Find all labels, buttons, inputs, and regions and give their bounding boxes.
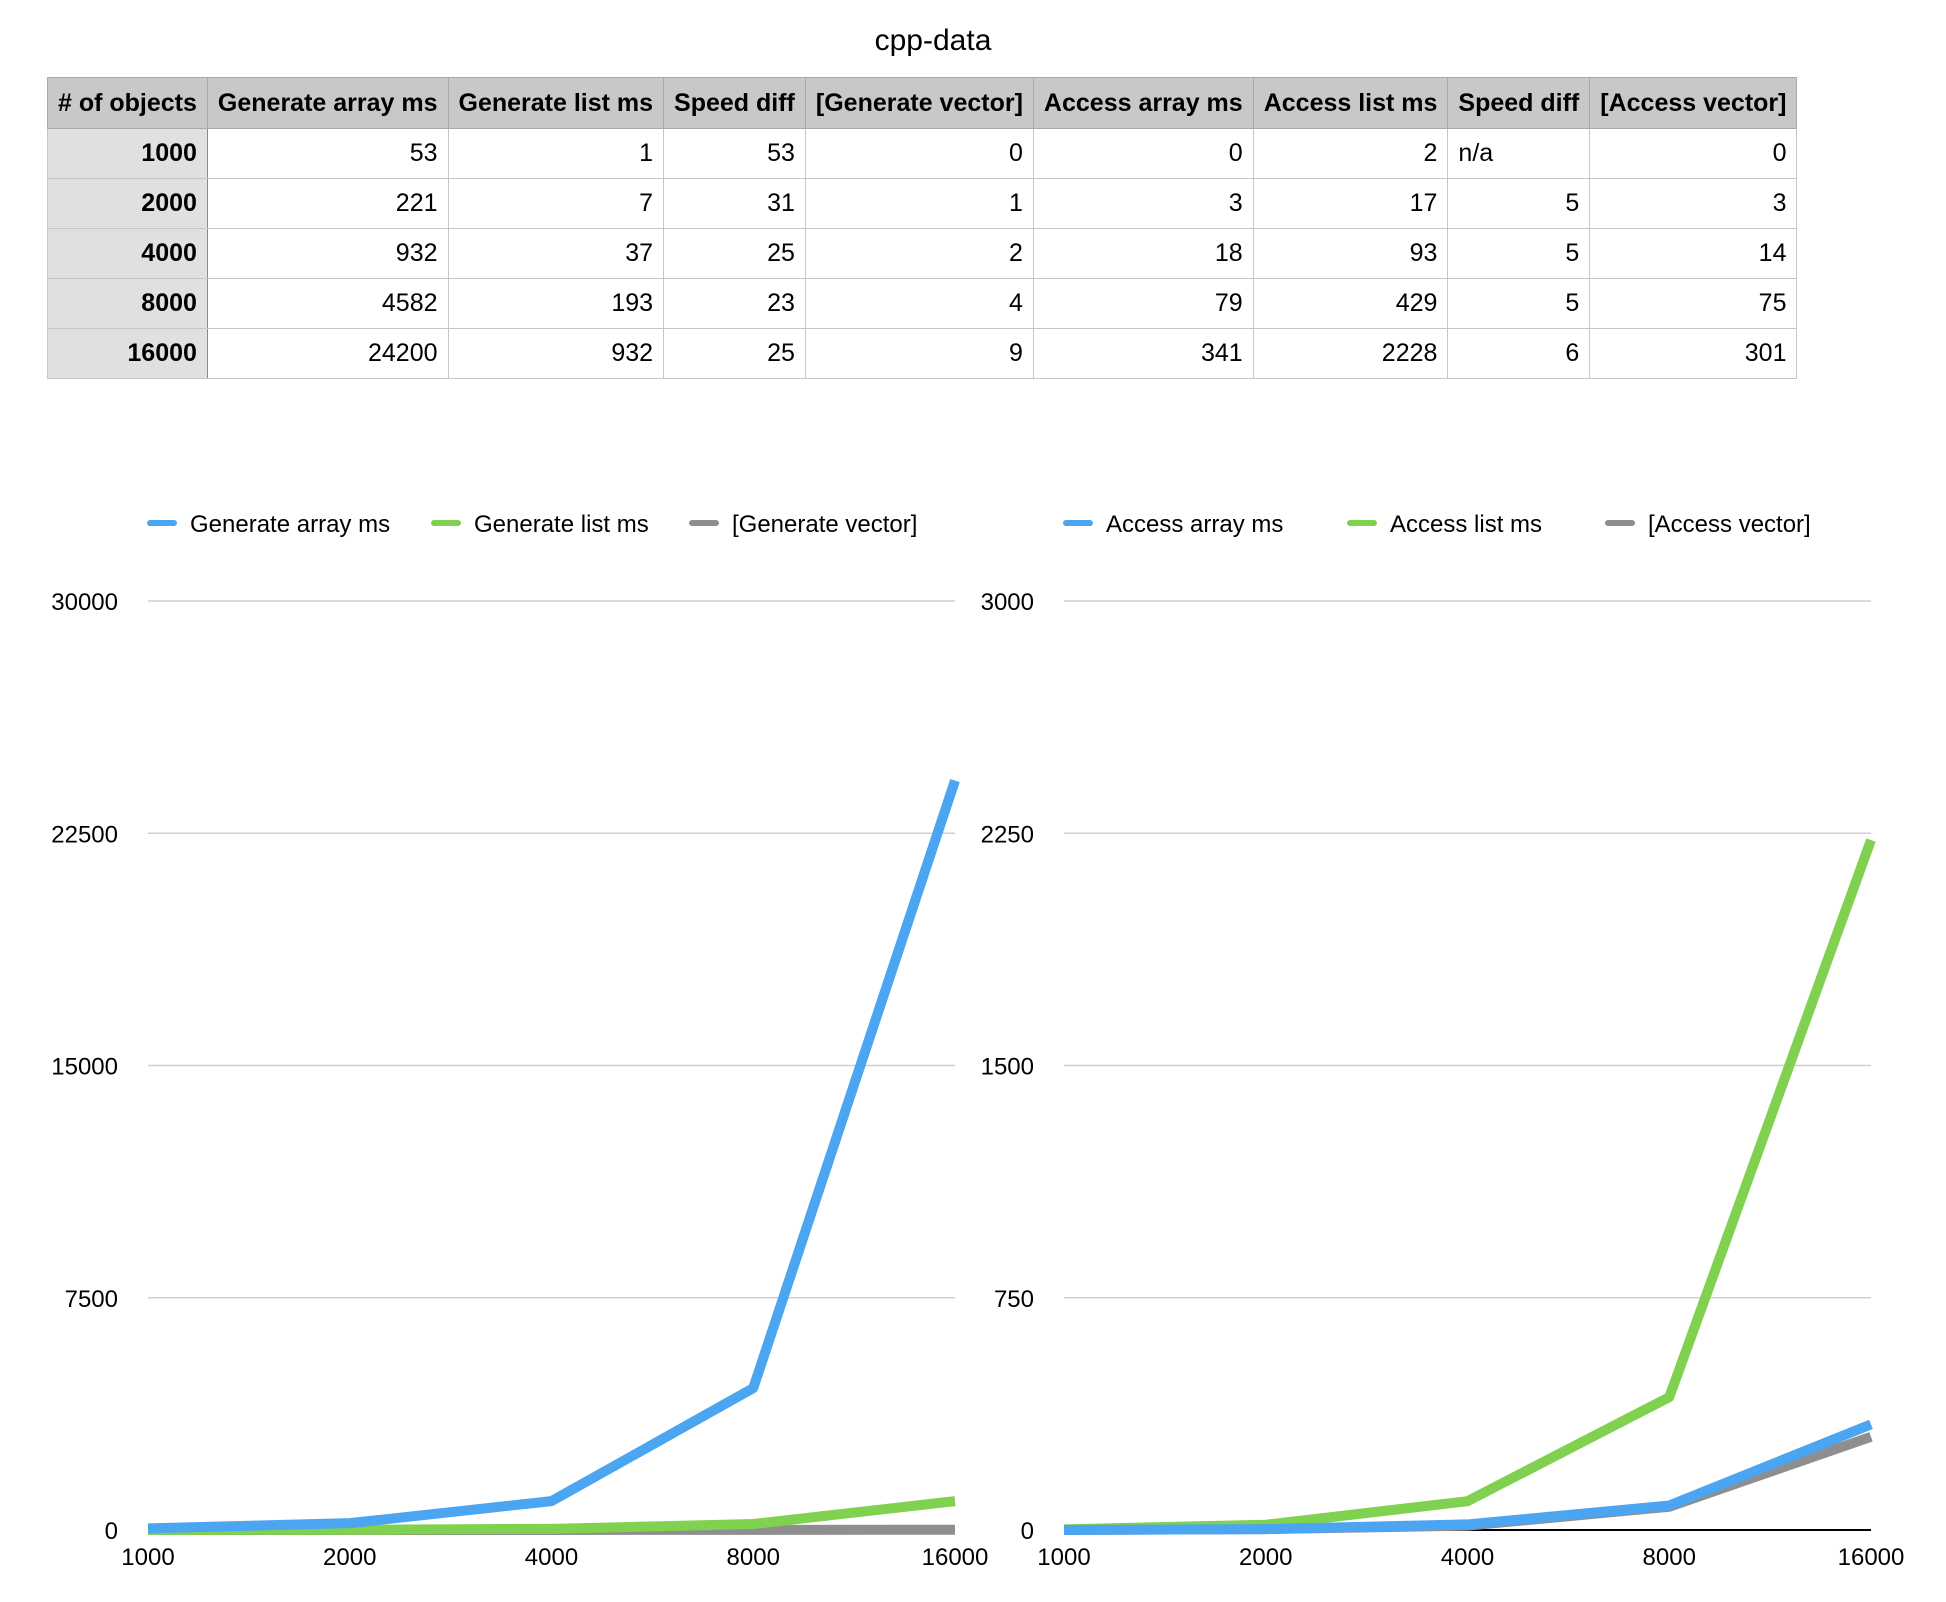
table-cell[interactable]: 93 <box>1252 228 1449 279</box>
table-cell[interactable]: n/a <box>1447 128 1591 179</box>
table-cell[interactable]: 9 <box>804 328 1034 379</box>
table-cell[interactable]: 25 <box>663 228 806 279</box>
header-cell[interactable]: Speed diff <box>1447 77 1591 129</box>
header-cell[interactable]: [Access vector] <box>1589 77 1798 129</box>
table-row: 2000 221 7 31 1 3 17 5 3 <box>47 178 1798 229</box>
header-row: # of objects Generate array ms Generate … <box>47 77 1798 129</box>
series-line <box>147 779 960 1534</box>
y-tick-label: 30000 <box>51 589 118 616</box>
y-tick-label: 0 <box>105 1518 118 1545</box>
header-cell[interactable]: Speed diff <box>663 77 806 129</box>
header-cell[interactable]: Generate array ms <box>206 77 449 129</box>
y-tick-label: 750 <box>994 1286 1034 1313</box>
x-tick-label: 8000 <box>1643 1544 1696 1571</box>
access-time-chart: 0 750 1500 2250 3000 1000 2000 4000 8000 16000 Acc… <box>916 480 1905 1600</box>
table-cell[interactable]: 0 <box>804 128 1034 179</box>
legend-label: Generate list ms <box>474 511 649 538</box>
legend-label: Access array ms <box>1106 511 1283 538</box>
table-cell[interactable]: 5 <box>1447 228 1591 279</box>
table-cell[interactable]: 6 <box>1447 328 1591 379</box>
y-tick-label: 3000 <box>981 589 1034 616</box>
table-cell[interactable]: 25 <box>663 328 806 379</box>
x-tick-label: 1000 <box>121 1544 174 1571</box>
table-cell[interactable]: 53 <box>206 128 449 179</box>
y-tick-label: 0 <box>1021 1518 1034 1545</box>
table-cell[interactable]: 23 <box>663 278 806 329</box>
table-cell[interactable]: 37 <box>447 228 665 279</box>
row-header-cell[interactable]: 1000 <box>47 128 208 179</box>
table-row: 4000 932 37 25 2 18 93 5 14 <box>47 228 1798 279</box>
x-tick-label: 16000 <box>922 1544 989 1571</box>
table-cell[interactable]: 5 <box>1447 178 1591 229</box>
x-tick-label: 1000 <box>1037 1544 1090 1571</box>
table-cell[interactable]: 0 <box>1032 128 1254 179</box>
series-line <box>1063 1432 1873 1535</box>
table-cell[interactable]: 429 <box>1252 278 1449 329</box>
y-tick-label: 22500 <box>51 821 118 848</box>
chart-svg: 0 7500 15000 22500 30000 1000 2000 4000 8000 1600… <box>51 511 988 1571</box>
y-tick-label: 2250 <box>981 821 1034 848</box>
table-cell[interactable]: 301 <box>1589 328 1798 379</box>
table-cell[interactable]: 2 <box>804 228 1034 279</box>
y-tick-label: 15000 <box>51 1054 118 1081</box>
table-cell[interactable]: 1 <box>804 178 1034 229</box>
header-cell[interactable]: Generate list ms <box>447 77 665 129</box>
table-cell[interactable]: 341 <box>1032 328 1254 379</box>
header-cell[interactable]: Access list ms <box>1252 77 1449 129</box>
table-cell[interactable]: 18 <box>1032 228 1254 279</box>
table-cell[interactable]: 193 <box>447 278 665 329</box>
table-cell[interactable]: 75 <box>1589 278 1798 329</box>
generate-time-chart: 0 7500 15000 22500 30000 1000 2000 4000 8000 1600… <box>0 480 988 1600</box>
table-cell[interactable]: 5 <box>1447 278 1591 329</box>
table-cell[interactable]: 4582 <box>206 278 449 329</box>
table-cell[interactable]: 7 <box>447 178 665 229</box>
legend-label: [Access vector] <box>1648 511 1811 538</box>
table-cell[interactable]: 3 <box>1589 178 1798 229</box>
row-header-cell[interactable]: 4000 <box>47 228 208 279</box>
table-cell[interactable]: 221 <box>206 178 449 229</box>
legend-label: Generate array ms <box>190 511 390 538</box>
legend-label: [Generate vector] <box>732 511 917 538</box>
table-row: 1000 53 1 53 0 0 2 n/a 0 <box>47 128 1798 179</box>
y-tick-label: 1500 <box>981 1054 1034 1081</box>
table-cell[interactable]: 3 <box>1032 178 1254 229</box>
table-cell[interactable]: 17 <box>1252 178 1449 229</box>
x-tick-label: 8000 <box>727 1544 780 1571</box>
header-cell[interactable]: [Generate vector] <box>804 77 1034 129</box>
x-tick-label: 4000 <box>1441 1544 1494 1571</box>
table-cell[interactable]: 0 <box>1589 128 1798 179</box>
row-header-cell[interactable]: 8000 <box>47 278 208 329</box>
table-row: 8000 4582 193 23 4 79 429 5 75 <box>47 278 1798 329</box>
sheet-title: cpp-data <box>874 24 992 57</box>
row-header-cell[interactable]: 2000 <box>47 178 208 229</box>
table-cell[interactable]: 932 <box>447 328 665 379</box>
row-header-cell[interactable]: 16000 <box>47 328 208 379</box>
series-line <box>1063 1419 1873 1535</box>
table-cell[interactable]: 4 <box>804 278 1034 329</box>
table-cell[interactable]: 1 <box>447 128 665 179</box>
chart-svg: 0 750 1500 2250 3000 1000 2000 4000 8000 16000 Acc… <box>981 511 1905 1571</box>
header-cell[interactable]: # of objects <box>47 77 208 129</box>
y-tick-label: 7500 <box>65 1286 118 1313</box>
table-cell[interactable]: 24200 <box>206 328 449 379</box>
x-tick-label: 2000 <box>1239 1544 1292 1571</box>
x-tick-label: 2000 <box>323 1544 376 1571</box>
table-cell[interactable]: 14 <box>1589 228 1798 279</box>
table-cell[interactable]: 932 <box>206 228 449 279</box>
table-cell[interactable]: 53 <box>663 128 806 179</box>
x-tick-label: 4000 <box>525 1544 578 1571</box>
table-row: 16000 24200 932 25 9 341 2228 6 301 <box>47 328 1798 379</box>
table-cell[interactable]: 2 <box>1252 128 1449 179</box>
data-table: # of objects Generate array ms Generate … <box>47 77 1798 379</box>
header-cell[interactable]: Access array ms <box>1032 77 1254 129</box>
table-cell[interactable]: 2228 <box>1252 328 1449 379</box>
legend-label: Access list ms <box>1390 511 1542 538</box>
table-cell[interactable]: 79 <box>1032 278 1254 329</box>
x-tick-label: 16000 <box>1838 1544 1905 1571</box>
table-cell[interactable]: 31 <box>663 178 806 229</box>
series-line <box>1063 838 1876 1535</box>
